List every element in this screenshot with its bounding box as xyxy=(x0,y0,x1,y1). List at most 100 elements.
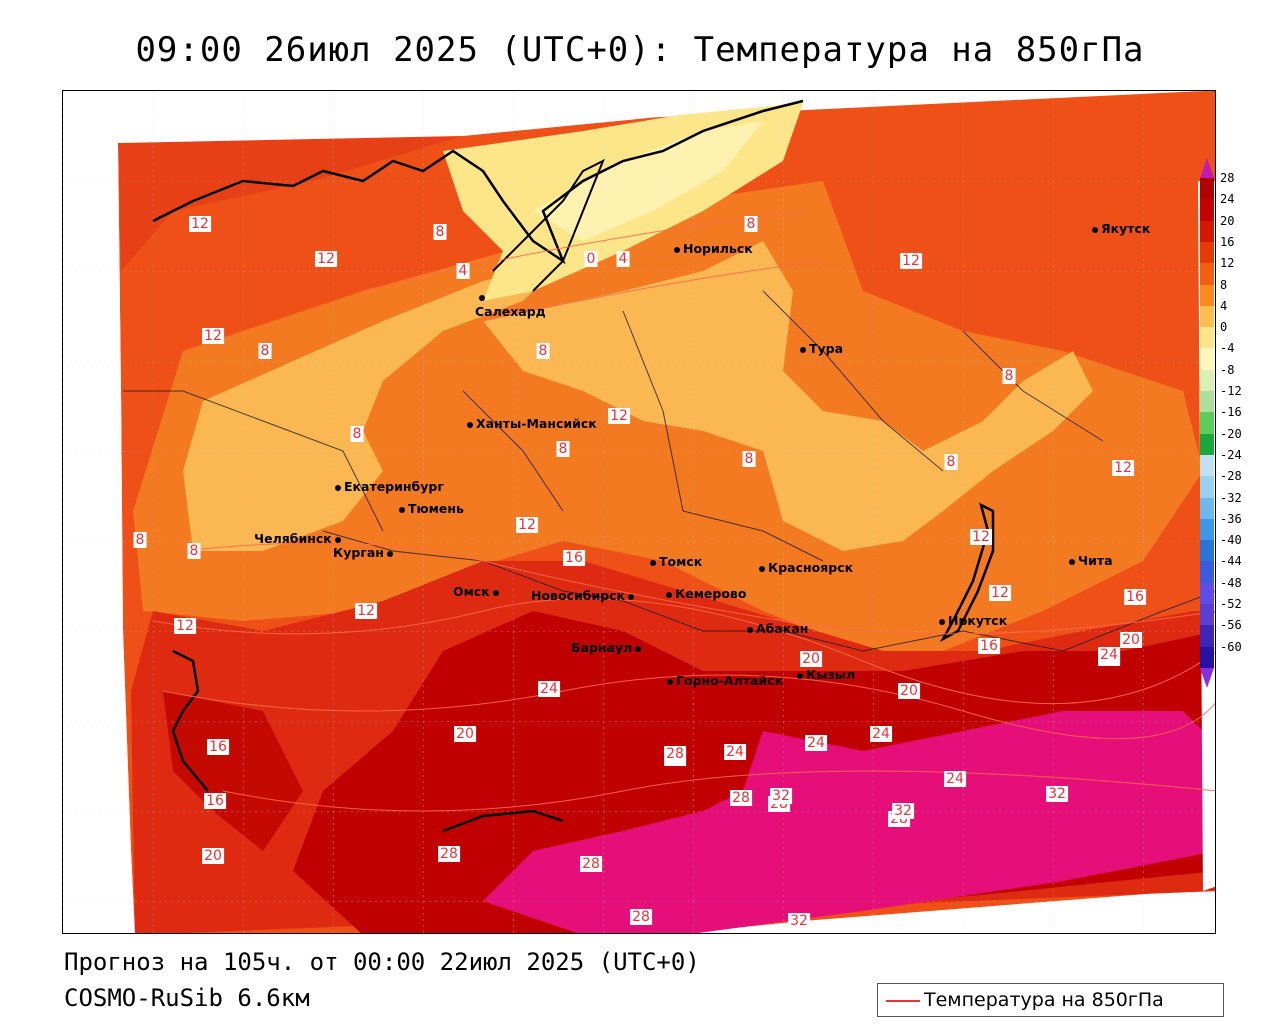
scale-segment xyxy=(1200,476,1214,499)
city-gorno-altaysk: Горно-Алтайск xyxy=(667,673,783,688)
scale-segment xyxy=(1200,305,1214,328)
yamal-coast xyxy=(492,158,605,292)
scale-tick-label: -48 xyxy=(1220,575,1242,590)
contour-label: 20 xyxy=(454,726,476,742)
scale-tick-label: -20 xyxy=(1220,426,1242,441)
contour-label: 16 xyxy=(1124,589,1146,605)
contour-label: 4 xyxy=(616,251,630,267)
scale-segment xyxy=(1200,582,1214,605)
scale-tick-label: 12 xyxy=(1220,256,1235,271)
contour-label: 28 xyxy=(730,790,752,806)
legend-line-swatch xyxy=(886,1000,920,1002)
contour-label: 12 xyxy=(989,585,1011,601)
contour-label: 24 xyxy=(870,726,892,742)
contour-label: 20 xyxy=(800,651,822,667)
contour-label: 8 xyxy=(944,454,958,470)
map-title: 09:00 26июл 2025 (UTC+0): Температура на… xyxy=(135,30,1145,70)
contour-label: 24 xyxy=(1098,647,1120,663)
contour-label: 12 xyxy=(174,618,196,634)
isotherms xyxy=(152,210,1215,812)
scale-segment xyxy=(1200,518,1214,541)
contour-label: 20 xyxy=(898,683,920,699)
model-name: COSMO-RuSib 6.6км xyxy=(64,984,310,1012)
contour-label: 4 xyxy=(456,263,470,279)
scale-tick-label: 4 xyxy=(1220,298,1228,313)
legend: Температура на 850гПа xyxy=(877,983,1224,1017)
contour-label: 8 xyxy=(536,343,550,359)
scale-tick-label: 16 xyxy=(1220,234,1235,249)
contour-label: 12 xyxy=(970,529,992,545)
contour-label: 28 xyxy=(664,746,686,762)
contour-label: 32 xyxy=(770,788,792,804)
contour-label: 8 xyxy=(350,426,364,442)
scale-tick-label: -52 xyxy=(1220,597,1242,612)
contour-label: 32 xyxy=(1046,786,1068,802)
scale-bar xyxy=(1200,178,1214,669)
contour-label: 12 xyxy=(516,517,538,533)
contour-label: 12 xyxy=(355,603,377,619)
city-krasnoyarsk: Красноярск xyxy=(759,560,853,575)
contour-label: 8 xyxy=(133,532,147,548)
scale-segment xyxy=(1200,604,1214,626)
contour-label: 32 xyxy=(788,913,810,929)
city-kemerovo: Кемерово xyxy=(666,586,746,601)
contour-label: 12 xyxy=(608,408,630,424)
contour-label: 32 xyxy=(892,803,914,819)
borders xyxy=(123,290,1215,652)
scale-tick-label: -36 xyxy=(1220,511,1242,526)
contour-label: 8 xyxy=(744,216,758,232)
contour-label: 16 xyxy=(204,793,226,809)
scale-tick-label: -4 xyxy=(1220,341,1235,356)
scale-tick-label: -12 xyxy=(1220,384,1242,399)
city-abakan: Абакан xyxy=(747,621,808,636)
scale-tick-label: 0 xyxy=(1220,320,1228,335)
city-tura: Тура xyxy=(800,341,843,356)
city-irkutsk: Иркутск xyxy=(939,613,1007,628)
city-khanty-mansiysk: Ханты-Мансийск xyxy=(467,416,597,431)
contour-label: 16 xyxy=(207,739,229,755)
city-barnaul: Барнаул xyxy=(571,640,644,655)
scale-max-arrow xyxy=(1200,158,1214,178)
baikal xyxy=(939,502,995,643)
contour-label: 8 xyxy=(433,224,447,240)
scale-segment xyxy=(1200,220,1214,243)
forecast-info: Прогноз на 105ч. от 00:00 22июл 2025 (UT… xyxy=(64,948,700,976)
contour-label: 8 xyxy=(742,451,756,467)
scale-tick-label: -28 xyxy=(1220,469,1242,484)
contour-label: 12 xyxy=(1112,460,1134,476)
scale-tick-label: -32 xyxy=(1220,490,1242,505)
contour-label: 0 xyxy=(584,251,598,267)
scale-tick-label: 24 xyxy=(1220,192,1235,207)
scale-segment xyxy=(1200,540,1214,562)
contour-label: 28 xyxy=(580,856,602,872)
scale-segment xyxy=(1200,454,1214,477)
legend-label: Температура на 850гПа xyxy=(924,989,1164,1011)
scale-segment xyxy=(1200,263,1214,285)
scale-tick-label: 28 xyxy=(1220,171,1235,185)
scale-segment xyxy=(1200,433,1214,456)
city-chita: Чита xyxy=(1069,553,1113,568)
contour-label: 24 xyxy=(805,735,827,751)
scale-tick-label: -56 xyxy=(1220,618,1242,633)
city-kyzyl: Кызыл xyxy=(797,667,855,682)
scale-segment xyxy=(1200,348,1214,371)
city-tyumen: Тюмень xyxy=(399,501,464,516)
caspian-coast xyxy=(171,649,209,792)
map-area[interactable]: Норильск Якутск Салехард Тура Ханты-Манс… xyxy=(62,90,1216,934)
scale-min-arrow xyxy=(1200,668,1214,688)
scale-segment xyxy=(1200,646,1214,669)
contour-label: 16 xyxy=(563,550,585,566)
contour-label: 28 xyxy=(630,909,652,925)
temperature-field xyxy=(63,91,1215,933)
scale-segment xyxy=(1200,327,1214,349)
scale-tick-label: -16 xyxy=(1220,405,1242,420)
contour-label: 12 xyxy=(202,328,224,344)
scale-tick-label: 20 xyxy=(1220,213,1235,228)
contour-label: 24 xyxy=(724,744,746,760)
scale-tick-label: -8 xyxy=(1220,362,1235,377)
scale-tick-label: -44 xyxy=(1220,554,1242,569)
city-yakutsk: Якутск xyxy=(1092,221,1150,236)
contour-label: 8 xyxy=(1002,368,1016,384)
city-omsk: Омск xyxy=(453,584,502,599)
city-tomsk: Томск xyxy=(650,554,702,569)
